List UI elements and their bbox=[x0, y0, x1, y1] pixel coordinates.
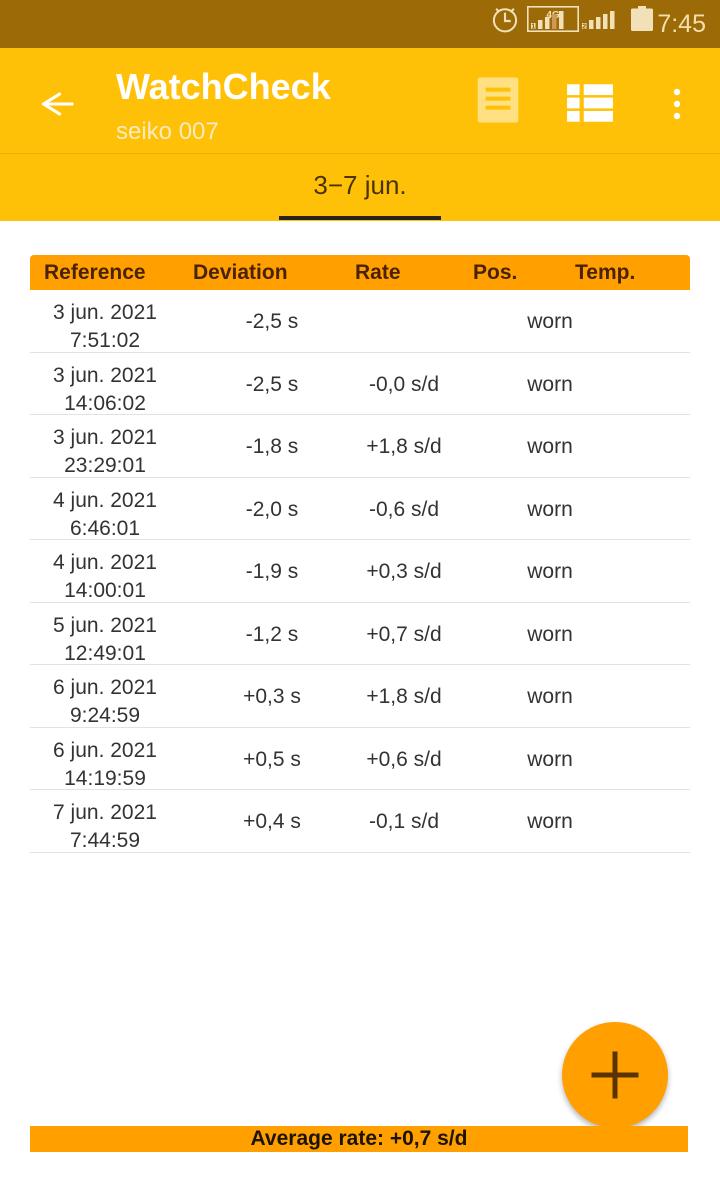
svg-text:2: 2 bbox=[582, 23, 586, 30]
svg-text:1: 1 bbox=[531, 23, 535, 30]
